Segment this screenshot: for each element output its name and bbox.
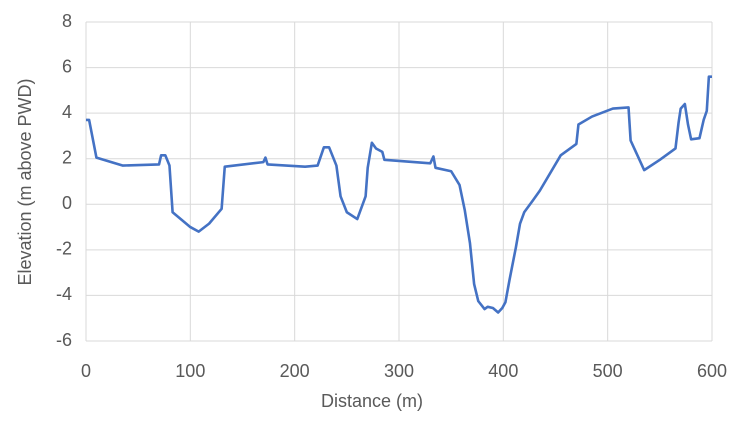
x-tick-label: 300: [384, 361, 414, 381]
x-tick-label: 500: [593, 361, 623, 381]
x-tick-label: 200: [280, 361, 310, 381]
y-tick-label: -6: [56, 330, 72, 350]
x-tick-label: 600: [697, 361, 727, 381]
y-axis-title: Elevation (m above PWD): [15, 78, 35, 285]
y-tick-label: 8: [62, 11, 72, 31]
y-tick-label: 0: [62, 193, 72, 213]
y-tick-label: -4: [56, 284, 72, 304]
y-tick-label: 6: [62, 56, 72, 76]
y-tick-label: 2: [62, 147, 72, 167]
y-tick-label: 4: [62, 102, 72, 122]
x-tick-label: 400: [488, 361, 518, 381]
data-line: [86, 75, 712, 314]
x-tick-label: 0: [81, 361, 91, 381]
x-axis-title: Distance (m): [321, 391, 423, 411]
y-tick-label: -2: [56, 239, 72, 259]
x-tick-label: 100: [175, 361, 205, 381]
